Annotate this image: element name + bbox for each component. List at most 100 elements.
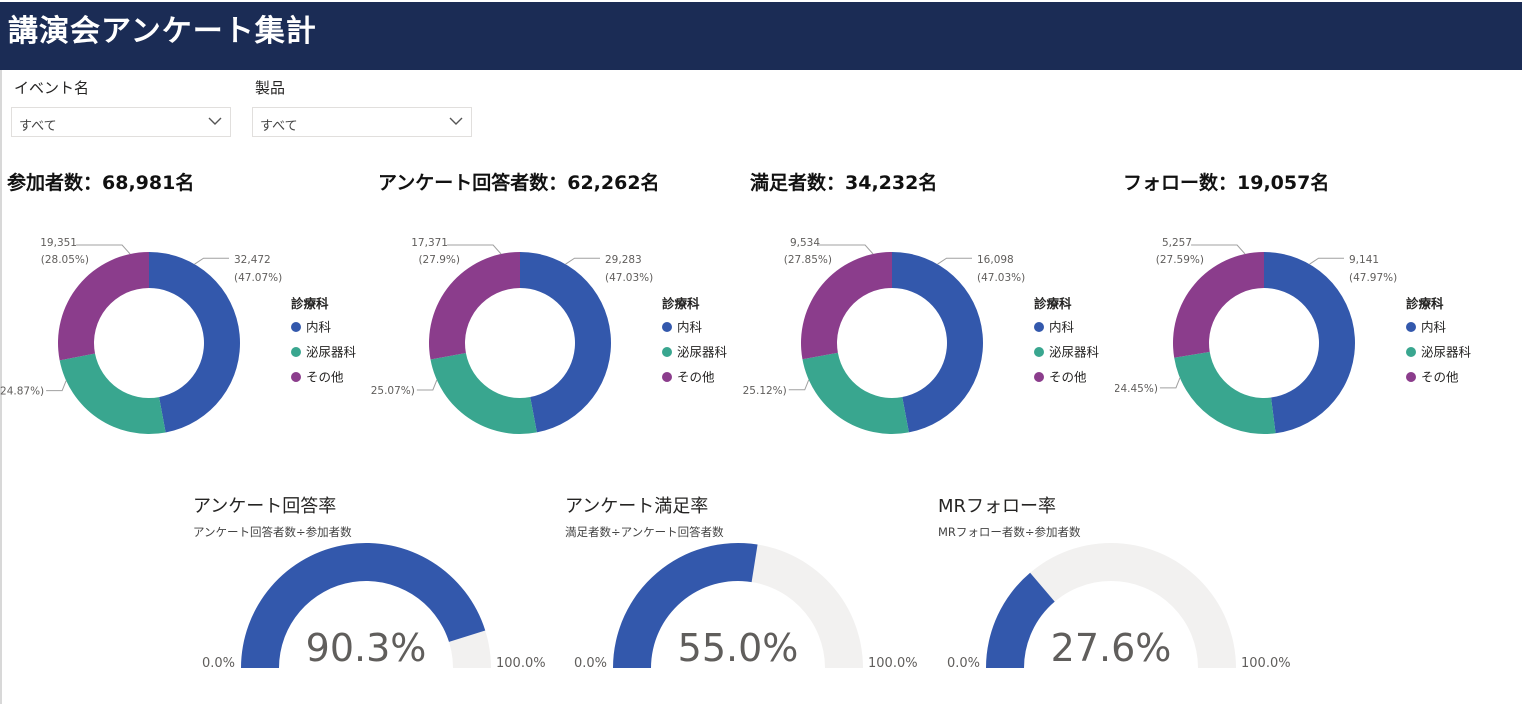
gauge-min-label: 0.0%	[202, 656, 235, 671]
event-filter-dropdown[interactable]: すべて	[11, 107, 231, 137]
gauge-subtitle-satisfaction-rate: 満足者数÷アンケート回答者数	[565, 525, 724, 539]
legend-dot-naika	[1406, 322, 1416, 332]
data-label-naika: 32,472	[234, 254, 271, 266]
leader-line	[819, 244, 874, 255]
legend-title: 診療科	[1406, 296, 1444, 311]
legend-item-other[interactable]: その他	[1421, 370, 1459, 385]
gauge-subtitle-follow-rate: MRフォロー者数÷参加者数	[938, 525, 1081, 539]
legend-item-hinyo[interactable]: 泌尿器科	[1049, 345, 1100, 360]
data-label-hinyo: 17,158 (24.87%)	[0, 386, 44, 398]
gauge-value-label: 27.6%	[1051, 626, 1172, 670]
data-label-other: 5,257	[1162, 237, 1192, 249]
data-label-naika: 9,141	[1349, 254, 1379, 266]
gauge-min-label: 0.0%	[574, 656, 607, 671]
product-filter-dropdown[interactable]: すべて	[252, 107, 472, 137]
legend-item-hinyo[interactable]: 泌尿器科	[306, 345, 357, 360]
gauge-response-rate: 90.3% 0.0% 100.0%	[202, 542, 546, 671]
gauge-track	[986, 543, 1236, 668]
left-border	[0, 70, 2, 704]
donut-slice-hinyo[interactable]	[430, 352, 537, 434]
header-bar: 講演会アンケート集計	[0, 0, 1522, 70]
legend-item-hinyo[interactable]: 泌尿器科	[1421, 345, 1472, 360]
data-label-naika-pct: (47.03%)	[977, 272, 1025, 284]
event-filter-label: イベント名	[14, 79, 90, 97]
legend-dot-other	[1034, 372, 1044, 382]
donut-slice-naika[interactable]	[520, 252, 612, 433]
donut-slice-other[interactable]	[429, 252, 520, 360]
gauge-fill[interactable]	[613, 543, 758, 668]
gauge-fill[interactable]	[986, 572, 1055, 668]
page-title: 講演会アンケート集計	[8, 14, 317, 49]
legend-title: 診療科	[291, 296, 329, 311]
legend-dot-hinyo	[1406, 347, 1416, 357]
legend-title: 診療科	[662, 296, 700, 311]
legend-title: 診療科	[1034, 296, 1072, 311]
data-label-hinyo: 8,600 (25.12%)	[743, 385, 787, 397]
donut-slice-hinyo[interactable]	[59, 353, 166, 434]
donut-slice-naika[interactable]	[1264, 252, 1355, 434]
donut-chart-satisfied: 16,098 (47.03%) 8,600 (25.12%) 9,534 (27.85%…	[743, 237, 1100, 434]
gauge-title-satisfaction-rate: アンケート満足率	[565, 496, 709, 517]
donut-slice-other[interactable]	[801, 252, 892, 360]
legend-item-other[interactable]: その他	[677, 370, 715, 385]
legend-dot-other	[662, 372, 672, 382]
donut-chart-follow: 9,141 (47.97%) 4,659 (24.45%) 5,257 (27.59%)…	[1115, 237, 1472, 434]
gauge-title-response-rate: アンケート回答率	[193, 496, 337, 517]
kpi-participants: 参加者数：68,981名	[7, 172, 195, 194]
gauge-max-label: 100.0%	[496, 656, 546, 671]
data-label-hinyo: 4,659 (24.45%)	[1115, 383, 1158, 395]
leader-line	[46, 380, 67, 392]
legend-item-naika[interactable]: 内科	[677, 320, 703, 335]
legend-item-naika[interactable]: 内科	[1421, 320, 1447, 335]
donut-slice-other[interactable]	[1173, 252, 1264, 358]
data-label-naika-pct: (47.03%)	[605, 272, 653, 284]
gauge-max-label: 100.0%	[868, 656, 918, 671]
kpi-satisfied: 満足者数：34,232名	[750, 172, 938, 194]
data-label-other-pct: (27.9%)	[418, 254, 460, 266]
donut-chart-participants: 32,472 (47.07%) 17,158 (24.87%) 19,351 (28.0…	[0, 237, 357, 434]
product-filter-label: 製品	[255, 79, 286, 97]
legend-dot-hinyo	[291, 347, 301, 357]
data-label-other-pct: (28.05%)	[41, 254, 89, 266]
legend-dot-naika	[662, 322, 672, 332]
gauge-subtitle-response-rate: アンケート回答者数÷参加者数	[193, 525, 352, 539]
data-label-naika-pct: (47.07%)	[234, 272, 282, 284]
data-label-naika: 29,283	[605, 254, 642, 266]
leader-line	[1191, 244, 1246, 255]
data-label-hinyo: 15,608 (25.07%)	[371, 385, 415, 397]
donut-slice-naika[interactable]	[892, 252, 984, 433]
legend-dot-hinyo	[1034, 347, 1044, 357]
leader-line	[788, 379, 810, 391]
data-label-naika: 16,098	[977, 254, 1014, 266]
leader-line	[76, 244, 131, 255]
legend-item-naika[interactable]: 内科	[306, 320, 332, 335]
donut-slice-other[interactable]	[57, 252, 149, 361]
gauge-max-label: 100.0%	[1241, 656, 1291, 671]
donut-chart-respondents: 29,283 (47.03%) 15,608 (25.07%) 17,371 (27.9…	[371, 237, 728, 434]
legend-item-other[interactable]: その他	[1049, 370, 1087, 385]
leader-line	[1159, 377, 1181, 389]
data-label-other-pct: (27.85%)	[784, 254, 832, 266]
donut-slice-hinyo[interactable]	[1174, 351, 1276, 434]
data-label-other-pct: (27.59%)	[1156, 254, 1204, 266]
legend-item-other[interactable]: その他	[306, 370, 344, 385]
product-filter-value: すべて	[260, 119, 298, 134]
donut-slice-hinyo[interactable]	[802, 352, 909, 434]
gauge-min-label: 0.0%	[947, 656, 980, 671]
chevron-down-icon	[449, 117, 463, 125]
gauge-follow-rate: 27.6% 0.0% 100.0%	[947, 543, 1291, 671]
legend-item-naika[interactable]: 内科	[1049, 320, 1075, 335]
gauge-satisfaction-rate: 55.0% 0.0% 100.0%	[574, 543, 918, 671]
data-label-other: 9,534	[790, 237, 820, 249]
legend-dot-other	[1406, 372, 1416, 382]
legend-item-hinyo[interactable]: 泌尿器科	[677, 345, 728, 360]
gauge-fill[interactable]	[241, 542, 486, 668]
donut-slice-naika[interactable]	[149, 252, 240, 433]
leader-line	[447, 244, 502, 255]
legend-dot-other	[291, 372, 301, 382]
legend-dot-hinyo	[662, 347, 672, 357]
leader-line	[1309, 257, 1344, 265]
legend-dot-naika	[291, 322, 301, 332]
leader-line	[194, 257, 229, 265]
data-label-other: 19,351	[40, 237, 77, 249]
